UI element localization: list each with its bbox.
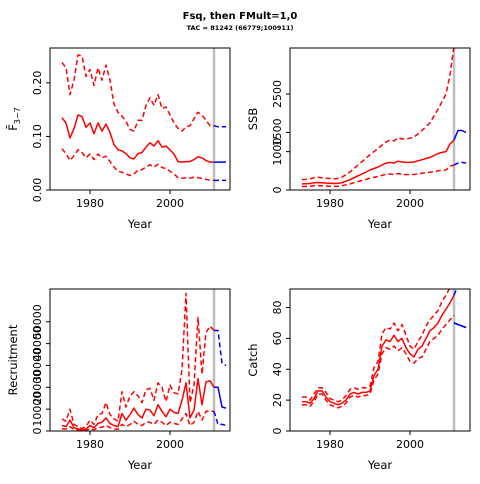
ytick-label-ssb-3: 2500 <box>271 80 284 108</box>
ytick-label-recruitment-5: 50000 <box>31 304 44 339</box>
ylabel-ssb: SSB <box>246 108 260 131</box>
xlabel-fbar: Year <box>127 217 153 231</box>
figure-subtitle: TAC = 81242 (66779;100911) <box>187 24 294 32</box>
ytick-label-recruitment-4: 40000 <box>31 326 44 361</box>
frame-recruitment <box>49 288 231 432</box>
ylabel-sub-fbar: 3−7 <box>13 107 22 124</box>
series-lower-recruitment <box>61 410 214 431</box>
ylabel-catch: Catch <box>246 343 260 376</box>
plot-area-catch <box>302 289 467 431</box>
ylabel-fbar: F̄3−7 <box>6 107 22 131</box>
figure-title: Fsq, then FMult=1,0 <box>183 11 298 22</box>
xtick-label-catch-2000: 2000 <box>396 438 424 451</box>
plot-area-ssb <box>301 42 467 190</box>
xtick-label-fbar-1980: 1980 <box>76 197 104 210</box>
ytick-label-ssb-2: 1500 <box>271 118 284 146</box>
forecast-lower-recruitment <box>213 411 227 427</box>
xtick-label-catch-1980: 1980 <box>316 438 344 451</box>
forecast-upper-fbar <box>213 124 226 128</box>
xlabel-catch: Year <box>367 458 393 472</box>
ytick-label-recruitment-1: 10000 <box>31 392 44 427</box>
frame-fbar <box>49 47 231 191</box>
forecast-upper-recruitment <box>214 329 227 367</box>
forecast-upper-catch <box>453 289 458 296</box>
series-upper-ssb <box>301 48 455 181</box>
panel-fbar: 1980 2000 0.00 0.10 0.20 Year F̄3−7 <box>6 47 231 231</box>
forecast-upper-ssb <box>454 42 466 46</box>
series-upper-fbar <box>61 54 214 132</box>
ytick-label-ssb-0: 0 <box>271 187 284 194</box>
series-mid-recruitment <box>61 377 215 431</box>
xtick-label-recruitment-2000: 2000 <box>156 438 184 451</box>
series-lower-ssb <box>301 164 455 188</box>
ytick-label-fbar-2: 0.20 <box>31 71 44 96</box>
forecast-mid-recruitment <box>214 386 227 409</box>
plot-area-fbar <box>61 48 226 190</box>
ytick-label-fbar-0: 0.00 <box>31 178 44 203</box>
series-lower-catch <box>302 314 455 409</box>
series-mid-fbar <box>61 114 214 163</box>
ytick-label-ssb-1: 1000 <box>271 138 284 166</box>
series-mid-catch <box>302 294 455 406</box>
plot-area-recruitment <box>61 289 227 431</box>
ytick-label-catch-4: 80 <box>271 301 284 315</box>
series-lower-fbar <box>61 148 214 182</box>
ytick-label-catch-0: 0 <box>271 428 284 435</box>
forecast-mid-catch <box>453 322 467 329</box>
ytick-label-catch-2: 40 <box>271 362 284 376</box>
forecast-lower-ssb <box>453 161 467 166</box>
panel-recruitment: 1980 200001000020000300004000050000YearRe… <box>6 288 231 472</box>
ylabel-recruitment: Recruitment <box>6 324 20 395</box>
ytick-label-catch-3: 60 <box>271 331 284 345</box>
series-upper-catch <box>302 289 451 403</box>
ytick-label-recruitment-3: 30000 <box>31 348 44 383</box>
xtick-label-ssb-2000: 2000 <box>396 197 424 210</box>
xtick-label-ssb-1980: 1980 <box>316 197 344 210</box>
xlabel-recruitment: Year <box>127 458 153 472</box>
forecast-mid-ssb <box>453 129 467 141</box>
xtick-label-fbar-2000: 2000 <box>156 197 184 210</box>
series-mid-ssb <box>301 139 455 185</box>
series-upper-recruitment <box>61 292 215 430</box>
ytick-label-recruitment-0: 0 <box>31 428 44 435</box>
frame-catch <box>289 288 471 432</box>
panel-catch: 1980 2000 0 20 40 60 80 Year Catch <box>246 288 471 472</box>
ytick-label-catch-1: 20 <box>271 393 284 407</box>
ytick-label-recruitment-2: 20000 <box>31 370 44 405</box>
frame-ssb <box>289 47 471 191</box>
xlabel-ssb: Year <box>367 217 393 231</box>
ytick-label-fbar-1: 0.10 <box>31 124 44 149</box>
xtick-label-recruitment-1980: 1980 <box>76 438 104 451</box>
